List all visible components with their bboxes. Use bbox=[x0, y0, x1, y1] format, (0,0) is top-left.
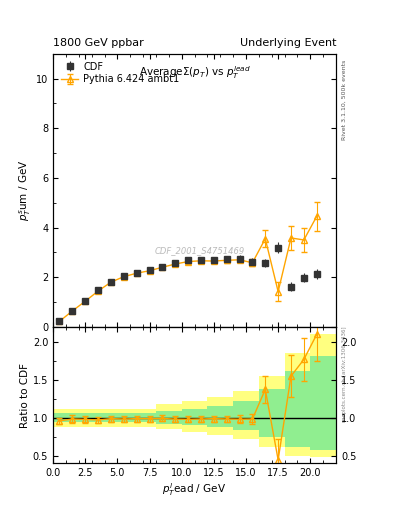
Text: Underlying Event: Underlying Event bbox=[239, 38, 336, 48]
Text: mcplots.cern.ch [arXiv:1306.3436]: mcplots.cern.ch [arXiv:1306.3436] bbox=[342, 327, 347, 422]
Y-axis label: $p_T^s$um / GeV: $p_T^s$um / GeV bbox=[18, 160, 33, 221]
Y-axis label: Ratio to CDF: Ratio to CDF bbox=[20, 362, 30, 428]
Text: 1800 GeV ppbar: 1800 GeV ppbar bbox=[53, 38, 144, 48]
Text: Rivet 3.1.10, 500k events: Rivet 3.1.10, 500k events bbox=[342, 59, 347, 140]
Legend: CDF, Pythia 6.424 ambt1: CDF, Pythia 6.424 ambt1 bbox=[58, 58, 182, 88]
Text: Average$\Sigma(p_T)$ vs $p_T^{lead}$: Average$\Sigma(p_T)$ vs $p_T^{lead}$ bbox=[139, 65, 250, 81]
X-axis label: $p_T^l$ead / GeV: $p_T^l$ead / GeV bbox=[162, 481, 227, 498]
Text: CDF_2001_S4751469: CDF_2001_S4751469 bbox=[155, 246, 245, 255]
